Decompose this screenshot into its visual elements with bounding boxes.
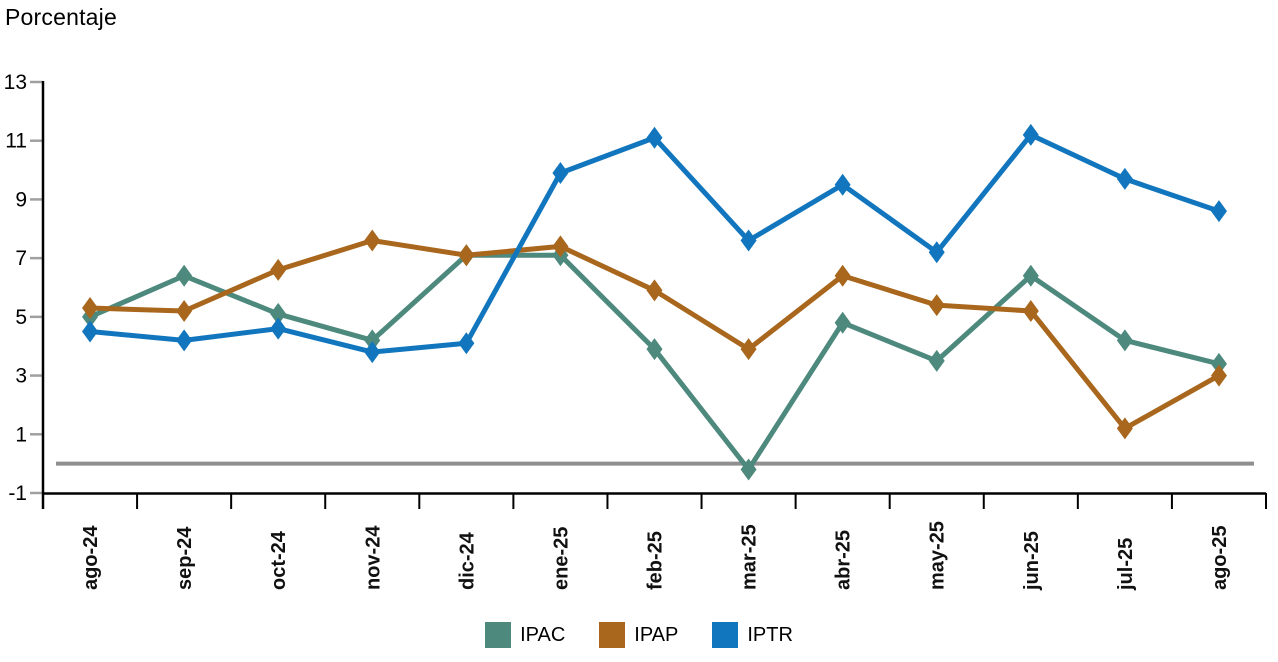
legend-swatch-IPTR [712,622,739,648]
x-axis-label: oct-24 [268,530,290,590]
data-point-IPAC-oct-24 [270,302,287,325]
series-line-IPAP [87,238,1222,431]
legend-label: IPAC [520,623,566,646]
series-line-IPTR [87,132,1222,355]
data-point-IPAP-nov-24 [364,229,381,252]
data-point-IPTR-dic-24 [458,332,475,355]
data-point-IPAP-sep-24 [176,299,193,322]
y-tick-label: -1 [8,482,27,505]
data-point-IPAP-mar-25 [740,338,757,361]
data-point-IPAP-abr-25 [834,264,851,287]
x-axis-label: ago-24 [80,525,102,590]
x-axis-label: feb-25 [645,531,667,590]
data-point-IPAC-jul-25 [1116,329,1133,352]
data-point-IPTR-may-25 [928,241,945,264]
chart-title: Porcentaje [5,4,117,30]
data-point-IPAC-sep-24 [176,264,193,287]
data-point-IPAP-ene-25 [552,235,569,258]
y-tick-label: 11 [5,130,27,153]
data-point-IPAC-nov-24 [364,329,381,352]
y-tick-label: 13 [4,71,27,94]
data-point-IPAC-feb-25 [646,338,663,361]
data-point-IPAP-feb-25 [646,279,663,302]
data-point-IPTR-jun-25 [1022,123,1039,146]
legend-swatch-IPAP [599,622,626,648]
data-point-IPTR-ago-24 [82,320,99,343]
legend-swatch-IPAC [485,622,512,648]
data-point-IPAP-may-25 [928,294,945,317]
legend-item-IPAC: IPAC [485,622,565,648]
x-axis-label: may-25 [927,521,949,590]
y-tick-label: 7 [15,247,27,270]
data-point-IPTR-jul-25 [1116,167,1133,190]
y-tick-label: 3 [15,365,27,388]
x-axis-label: mar-25 [739,524,761,590]
y-tick-label: 1 [15,423,27,446]
x-axis-label: sep-24 [174,526,196,590]
x-axis-label: jun-25 [1021,531,1043,591]
x-axis-label: abr-25 [833,530,855,590]
x-axis-label: ago-25 [1209,526,1231,590]
data-point-IPAC-may-25 [928,349,945,372]
legend-label: IPTR [747,623,793,646]
data-point-IPAP-jul-25 [1116,417,1133,440]
data-point-IPTR-ene-25 [552,162,569,185]
data-point-IPAP-jun-25 [1022,299,1039,322]
legend-item-IPAP: IPAP [599,622,678,648]
chart-legend: IPAC IPAP IPTR [0,622,1278,648]
data-point-IPAC-abr-25 [834,311,851,334]
data-point-IPAP-ago-24 [82,297,99,320]
data-point-IPAP-dic-24 [458,244,475,267]
data-point-IPAP-oct-24 [270,258,287,281]
data-point-IPTR-mar-25 [740,229,757,252]
data-point-IPAC-jun-25 [1022,264,1039,287]
y-tick-label: 5 [15,306,27,329]
data-point-IPTR-oct-24 [270,317,287,340]
x-axis-label: ene-25 [550,527,572,590]
x-axis-label: dic-24 [456,531,478,590]
data-point-IPAC-ago-25 [1210,352,1227,375]
legend-label: IPAP [634,623,679,646]
data-point-IPTR-abr-25 [834,173,851,196]
x-axis-label: jul-25 [1115,538,1137,591]
y-tick-label: 9 [15,188,27,211]
data-point-IPAP-ago-25 [1210,364,1227,387]
data-point-IPTR-ago-25 [1210,200,1227,223]
data-point-IPTR-feb-25 [646,126,663,149]
data-point-IPTR-nov-24 [364,341,381,364]
legend-item-IPTR: IPTR [712,622,793,648]
x-axis-label: nov-24 [362,525,384,590]
data-point-IPTR-sep-24 [176,329,193,352]
data-point-IPAC-mar-25 [740,458,757,481]
